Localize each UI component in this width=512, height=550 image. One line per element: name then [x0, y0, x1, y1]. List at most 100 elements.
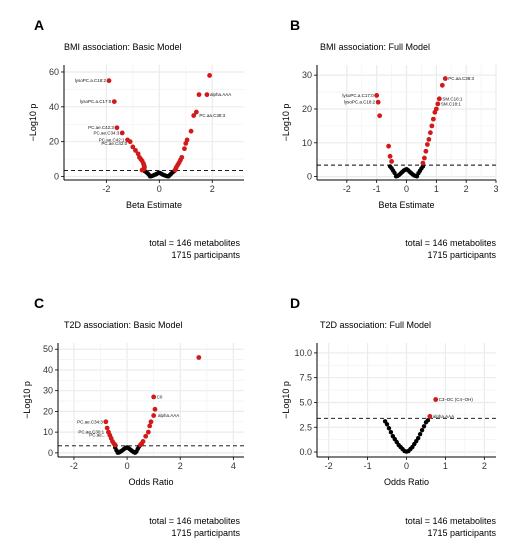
data-point-significant — [422, 155, 427, 161]
footnote-participants: 1715 participants — [427, 528, 496, 538]
data-point-significant — [104, 425, 110, 431]
data-point-significant — [435, 101, 441, 107]
point-labels: C0 alpha.AAA PC.ae.C34:3 PC.ae.C30:1PC.ae..… — [77, 394, 179, 437]
data-point-significant — [375, 99, 381, 105]
x-axis-title: Odds Ratio — [384, 477, 429, 487]
points-significant — [103, 355, 202, 448]
points-significant — [106, 73, 212, 173]
data-point-significant — [374, 93, 380, 98]
data-point-significant — [147, 423, 153, 429]
y-tick-label: 5.0 — [299, 397, 312, 407]
data-point-significant — [196, 92, 202, 98]
data-point-significant — [429, 123, 435, 129]
point-label: PC.ae.C34:3 — [93, 130, 119, 135]
panel-letter: A — [34, 17, 44, 33]
point-labels: C3−DC (C4−OH) alpha.AAA — [433, 397, 474, 419]
data-point-significant — [140, 439, 146, 444]
point-label: alpha.AAA — [158, 413, 179, 418]
points-significant — [374, 76, 448, 166]
x-tick-label: -1 — [364, 461, 372, 471]
data-point-nonsignificant — [386, 426, 392, 431]
point-label: PC.ae.C42:1 — [99, 137, 125, 142]
data-point-significant — [433, 397, 439, 402]
point-label: SM.C16:1 — [442, 96, 463, 101]
data-point-significant — [204, 92, 210, 98]
point-label: C0 — [157, 394, 163, 399]
footnote-participants: 1715 participants — [171, 528, 240, 538]
panel-title: T2D association: Basic Model — [64, 320, 183, 330]
point-label: lysoPC.a.C17:0 — [342, 93, 374, 98]
data-point-significant — [193, 109, 199, 115]
points-nonsignificant — [142, 168, 177, 179]
y-tick-label: 20 — [49, 137, 59, 147]
data-point-nonsignificant — [388, 430, 394, 435]
data-point-significant — [139, 167, 145, 173]
data-point-significant — [151, 394, 157, 400]
y-tick-label: 40 — [43, 365, 53, 375]
y-tick-label: 30 — [43, 386, 53, 396]
data-point-significant — [387, 153, 393, 159]
panel-title: BMI association: Basic Model — [64, 42, 182, 52]
data-point-significant — [145, 429, 151, 435]
data-point-significant — [196, 355, 202, 360]
y-tick-label: 0 — [48, 448, 53, 458]
footnote-total: total = 146 metabolites — [149, 238, 240, 248]
point-label: PC.ae.C42:0 — [101, 141, 127, 146]
data-point-significant — [133, 147, 138, 153]
point-label: lysoPC.a.C18:2 — [75, 78, 107, 83]
x-tick-label: 0 — [157, 184, 162, 194]
gridlines — [317, 65, 497, 180]
y-tick-label: 20 — [43, 406, 53, 416]
data-point-significant — [143, 433, 149, 439]
y-tick-label: 20 — [302, 104, 312, 114]
x-tick-label: 3 — [493, 184, 498, 194]
data-point-significant — [184, 137, 190, 143]
data-point-nonsignificant — [421, 424, 427, 429]
data-point-significant — [430, 116, 436, 122]
x-tick-label: -1 — [373, 184, 381, 194]
points-nonsignificant — [382, 418, 431, 454]
point-labels: lysoPC.a.C17:0 lysoPC.a.C18:2 PC.aa.C38:3 S… — [342, 76, 474, 106]
x-tick-label: 1 — [443, 461, 448, 471]
point-label: PC.aa.C38:3 — [448, 76, 474, 81]
y-tick-label: 7.5 — [299, 373, 312, 383]
x-tick-label: -2 — [102, 184, 110, 194]
point-label: SM.C18:1 — [441, 101, 462, 106]
panel-title: BMI association: Full Model — [320, 42, 430, 52]
data-point-nonsignificant — [419, 428, 425, 433]
x-tick-label: 2 — [178, 461, 183, 471]
data-point-significant — [188, 128, 194, 134]
data-point-significant — [442, 76, 448, 81]
gridlines — [64, 65, 244, 180]
y-tick-label: 60 — [49, 67, 59, 77]
x-tick-label: -2 — [70, 461, 78, 471]
y-tick-label: 0 — [54, 172, 59, 182]
x-tick-label: 2 — [210, 184, 215, 194]
data-point-significant — [151, 413, 157, 418]
data-point-significant — [148, 419, 154, 425]
y-tick-label: 10.0 — [294, 348, 312, 358]
data-point-significant — [424, 142, 430, 147]
data-point-nonsignificant — [382, 419, 388, 424]
data-point-significant — [130, 144, 136, 150]
data-point-significant — [106, 78, 112, 84]
y-tick-label: 10 — [302, 138, 312, 148]
y-tick-label: 30 — [302, 70, 312, 80]
point-label: PC.ae.C42:3 — [88, 125, 114, 130]
data-point-significant — [433, 106, 439, 112]
data-point-significant — [127, 139, 133, 145]
x-tick-label: -2 — [343, 184, 351, 194]
y-axis-title: −Log10 p — [22, 381, 32, 419]
footnote-participants: 1715 participants — [171, 250, 240, 260]
point-labels: lysoPC.a.C18:2lysoPC.a.C17:0PC.ae.C42:3P… — [75, 78, 231, 146]
point-label: PC.ae.C30:1 — [78, 430, 104, 435]
panel-d: D T2D association: Full Model -2 -1 0 1 2 0.0 2.… — [281, 295, 496, 538]
y-tick-label: 0.0 — [299, 447, 312, 457]
y-tick-label: 2.5 — [299, 422, 312, 432]
data-point-significant — [377, 113, 383, 119]
point-label: alpha.AAA — [433, 414, 454, 419]
data-point-significant — [389, 158, 394, 164]
data-point-significant — [103, 419, 109, 425]
